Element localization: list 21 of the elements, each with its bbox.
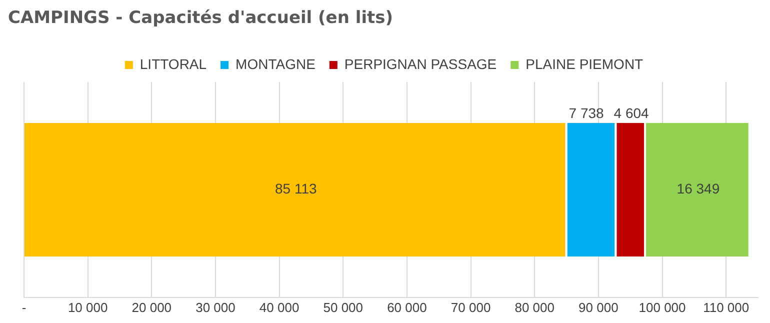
x-tick-label: 10 000 [68,300,108,315]
data-label: 7 738 [568,104,604,121]
x-tick-label: 40 000 [259,300,300,315]
x-tick-label: - [22,300,26,315]
x-tick-label: 110 000 [703,300,750,315]
legend-label: LITTORAL [140,56,207,72]
x-tick-label: 20 000 [132,300,172,315]
x-tick-label: 50 000 [323,300,364,315]
x-tick-label: 30 000 [196,300,236,315]
legend-label: MONTAGNE [236,56,316,72]
legend-label: PERPIGNAN PASSAGE [344,56,497,72]
x-tick-label: 80 000 [514,300,554,315]
chart-title: CAMPINGS - Capacités d'accueil (en lits) [8,8,394,28]
data-label: 85 113 [274,180,317,197]
x-tick-label: 70 000 [450,300,491,315]
x-tick-label: 90 000 [578,300,618,315]
x-tick-label: 100 000 [638,300,686,315]
data-label: 16 349 [676,180,720,197]
legend-label: PLAINE PIEMONT [526,56,644,72]
data-label: 4 604 [614,104,650,121]
x-tick-label: 60 000 [387,300,427,315]
